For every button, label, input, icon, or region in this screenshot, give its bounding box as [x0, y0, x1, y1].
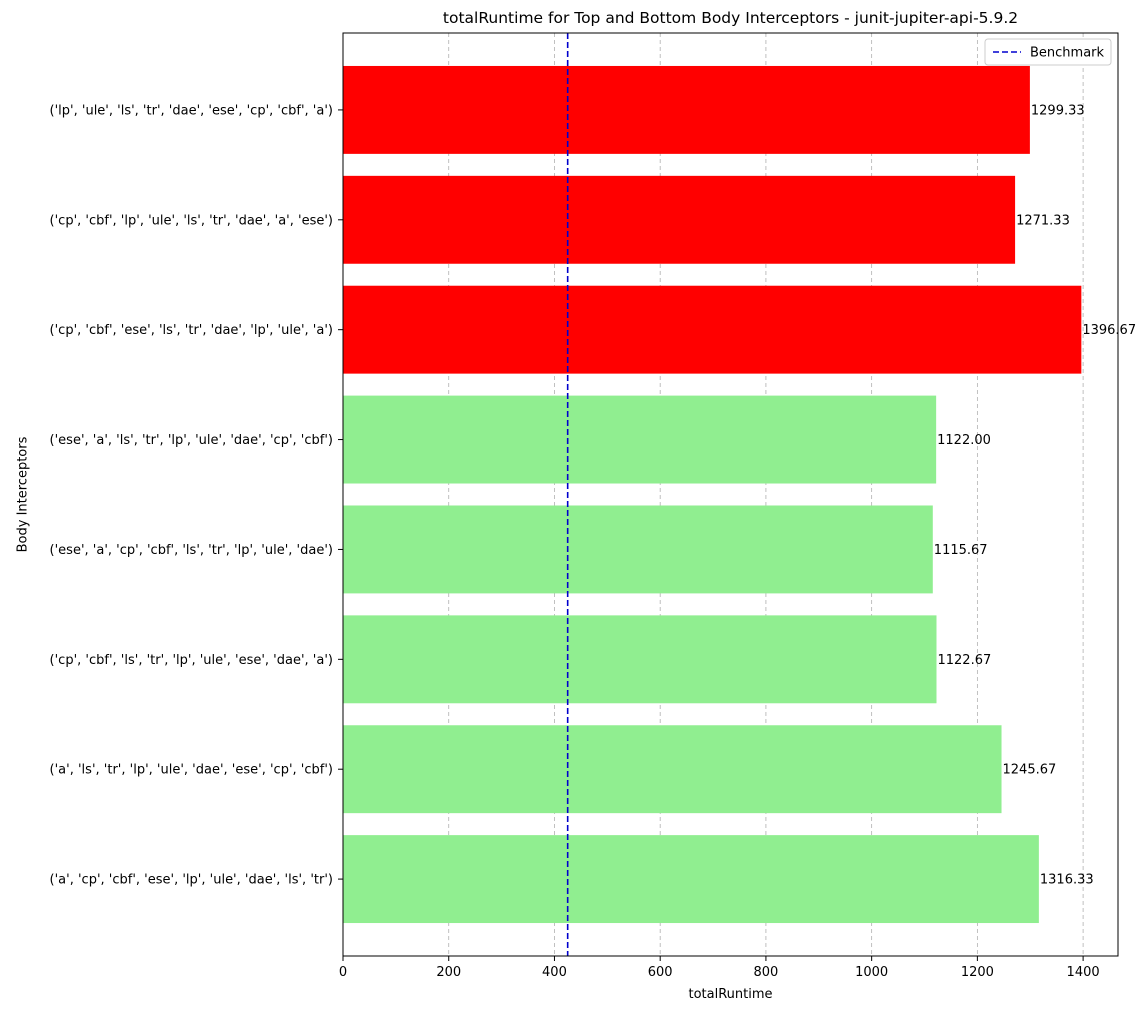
x-tick-label: 200: [436, 965, 461, 980]
bar-value-label: 1122.67: [937, 653, 991, 668]
x-tick-label: 800: [754, 965, 779, 980]
x-tick-label: 1000: [855, 965, 888, 980]
x-tick-layer: 0 200 400 600 800 1000 1200 1400: [339, 956, 1100, 980]
bar-value-label: 1396.67: [1082, 323, 1136, 338]
y-tick-label: ('ese', 'a', 'cp', 'cbf', 'ls', 'tr', 'l…: [50, 543, 333, 558]
x-tick-label: 400: [542, 965, 567, 980]
bar: [343, 285, 1082, 374]
legend-label-benchmark: Benchmark: [1030, 46, 1105, 61]
bar: [343, 835, 1039, 924]
bar: [343, 175, 1016, 264]
bar-value-label: 1299.33: [1031, 103, 1085, 118]
bar: [343, 615, 937, 704]
bar-value-label: 1245.67: [1003, 763, 1057, 778]
bar-layer: [343, 65, 1082, 924]
y-tick-label: ('lp', 'ule', 'ls', 'tr', 'dae', 'ese', …: [50, 103, 333, 118]
bar-value-label: 1316.33: [1040, 873, 1094, 888]
y-tick-layer: ('lp', 'ule', 'ls', 'tr', 'dae', 'ese', …: [50, 103, 343, 888]
chart-title: totalRuntime for Top and Bottom Body Int…: [443, 9, 1018, 27]
bar: [343, 505, 933, 594]
x-tick-label: 1200: [961, 965, 994, 980]
legend-box: [984, 38, 1112, 66]
y-tick-label: ('a', 'cp', 'cbf', 'ese', 'lp', 'ule', '…: [50, 873, 333, 888]
bar-value-label: 1271.33: [1016, 213, 1070, 228]
y-tick-label: ('a', 'ls', 'tr', 'lp', 'ule', 'dae', 'e…: [50, 763, 333, 778]
grid-layer: [342, 33, 1084, 956]
value-label-layer: 1299.33 1271.33 1396.67 1122.00 1115.67 1122.…: [934, 103, 1136, 887]
legend: Benchmark: [984, 38, 1112, 66]
bar: [343, 65, 1030, 154]
bar: [343, 395, 937, 484]
x-tick-label: 600: [648, 965, 673, 980]
bar-value-label: 1122.00: [937, 433, 991, 448]
y-tick-label: ('ese', 'a', 'ls', 'tr', 'lp', 'ule', 'd…: [50, 433, 333, 448]
bar: [343, 725, 1002, 814]
plot-frame: [342, 32, 1119, 957]
bar-value-label: 1115.67: [934, 543, 988, 558]
x-tick-label: 0: [339, 965, 347, 980]
y-tick-label: ('cp', 'cbf', 'lp', 'ule', 'ls', 'tr', '…: [50, 213, 333, 228]
x-axis-label: totalRuntime: [688, 987, 772, 1002]
y-axis-label: Body Interceptors: [16, 436, 31, 552]
y-tick-label: ('cp', 'cbf', 'ls', 'tr', 'lp', 'ule', '…: [50, 653, 333, 668]
x-tick-label: 1400: [1067, 965, 1100, 980]
y-tick-label: ('cp', 'cbf', 'ese', 'ls', 'tr', 'dae', …: [50, 323, 333, 338]
